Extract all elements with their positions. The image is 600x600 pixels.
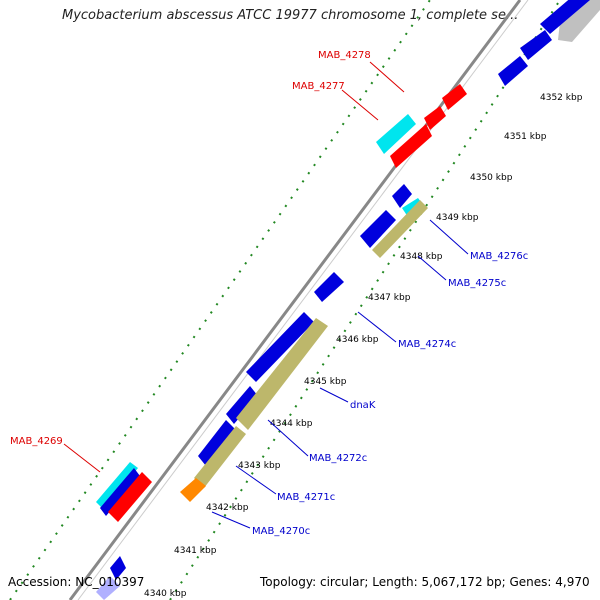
- tick-label: 4340 kbp: [144, 589, 187, 599]
- gene-blue[interactable]: [226, 386, 258, 424]
- tick-label: 4352 kbp: [540, 93, 583, 103]
- tick-label: 4344 kbp: [270, 419, 313, 429]
- leader-lines-blue: [211, 219, 469, 529]
- tick-label: 4346 kbp: [336, 335, 379, 345]
- gene-blue[interactable]: [540, 0, 590, 34]
- tick-label: 4348 kbp: [400, 252, 443, 262]
- gene-label-MAB_4276c[interactable]: MAB_4276c: [470, 251, 528, 262]
- kbp-tick-labels: 4340 kbp 4341 kbp 4342 kbp 4343 kbp 4344…: [144, 93, 583, 599]
- gene-label-MAB_4275c[interactable]: MAB_4275c: [448, 278, 506, 289]
- gene-red[interactable]: [442, 84, 467, 110]
- gene-khaki[interactable]: [194, 426, 246, 488]
- tick-label: 4350 kbp: [470, 173, 513, 183]
- tick-label: 4347 kbp: [368, 293, 411, 303]
- gene-red[interactable]: [108, 472, 152, 522]
- gene-blue[interactable]: [198, 420, 236, 466]
- gene-label-MAB_4269[interactable]: MAB_4269: [10, 436, 63, 447]
- gene-blue[interactable]: [360, 210, 396, 248]
- tick-label: 4342 kbp: [206, 503, 249, 513]
- tick-label: 4351 kbp: [504, 132, 547, 142]
- inner-tick-track: [9, 0, 431, 600]
- grey-gene[interactable]: [558, 0, 600, 42]
- map-title: Mycobacterium abscessus ATCC 19977 chrom…: [62, 8, 519, 23]
- gene-blue[interactable]: [392, 184, 412, 208]
- gene-label-MAB_4271c[interactable]: MAB_4271c: [277, 492, 335, 503]
- gene-blue[interactable]: [110, 556, 126, 580]
- gene-blue[interactable]: [498, 56, 528, 86]
- gene-label-MAB_4270c[interactable]: MAB_4270c: [252, 526, 310, 537]
- gene-blue[interactable]: [100, 468, 140, 516]
- leader-lines-red: [63, 61, 405, 473]
- gene-cyan[interactable]: [376, 114, 416, 154]
- gene-label-dnaK[interactable]: dnaK: [350, 400, 376, 411]
- tick-label: 4349 kbp: [436, 213, 479, 223]
- gene-red[interactable]: [424, 106, 446, 130]
- tick-label: 4343 kbp: [238, 461, 281, 471]
- tick-label: 4341 kbp: [174, 546, 217, 556]
- gene-lightblue[interactable]: [96, 576, 120, 600]
- gene-khaki[interactable]: [372, 200, 428, 258]
- gene-label-MAB_4277[interactable]: MAB_4277: [292, 81, 345, 92]
- tick-label: 4345 kbp: [304, 377, 347, 387]
- gene-cyan[interactable]: [96, 462, 138, 510]
- gene-orange[interactable]: [180, 478, 206, 502]
- gene-label-MAB_4272c[interactable]: MAB_4272c: [309, 453, 367, 464]
- accession-text: Accession: NC_010397: [8, 575, 145, 589]
- topology-summary: Topology: circular; Length: 5,067,172 bp…: [260, 575, 590, 589]
- gene-blue[interactable]: [314, 272, 344, 302]
- gene-blue[interactable]: [246, 312, 314, 382]
- gene-label-MAB_4278[interactable]: MAB_4278: [318, 50, 371, 61]
- gene-blue[interactable]: [520, 30, 552, 60]
- gene-label-MAB_4274c[interactable]: MAB_4274c: [398, 339, 456, 350]
- gene-red[interactable]: [390, 124, 432, 168]
- gene-khaki[interactable]: [236, 318, 328, 430]
